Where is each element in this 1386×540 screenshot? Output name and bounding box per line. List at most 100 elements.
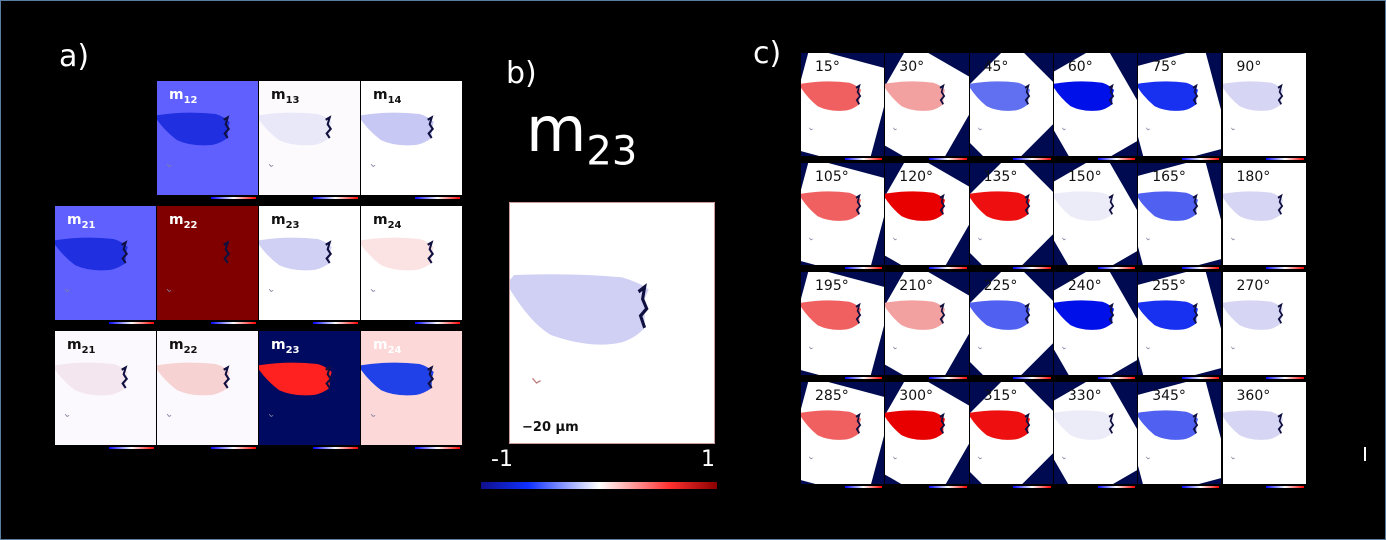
mini-colorbar bbox=[1222, 265, 1306, 271]
mini-colorbar bbox=[801, 374, 885, 381]
mini-colorbar bbox=[259, 320, 360, 326]
sample-blob bbox=[1053, 300, 1115, 350]
sample-blob bbox=[885, 190, 946, 240]
rotation-tile: 60° bbox=[1053, 53, 1138, 162]
rotation-tile: 120° bbox=[885, 162, 969, 271]
sample-blob bbox=[1138, 409, 1199, 459]
rotation-tile: 105° bbox=[801, 162, 885, 271]
mini-colorbar bbox=[1053, 155, 1138, 162]
angle-label: 180° bbox=[1236, 168, 1271, 185]
mini-colorbar bbox=[361, 320, 462, 326]
mini-colorbar bbox=[157, 445, 258, 451]
angle-label: 210° bbox=[899, 278, 934, 294]
mini-colorbar bbox=[1138, 484, 1222, 490]
angle-label: 360° bbox=[1236, 387, 1271, 404]
sample-blob bbox=[1222, 409, 1283, 459]
sample-blob bbox=[885, 300, 946, 350]
mini-colorbar bbox=[55, 445, 156, 451]
mini-colorbar bbox=[801, 265, 885, 271]
sample-blob bbox=[361, 237, 435, 293]
mini-colorbar bbox=[1138, 155, 1222, 162]
sample-blob bbox=[969, 409, 1030, 459]
tick-mark bbox=[1364, 447, 1366, 461]
mini-colorbar bbox=[885, 265, 969, 271]
rotation-tile: 225° bbox=[969, 272, 1053, 381]
colorbar-min-label: -1 bbox=[491, 447, 513, 472]
angle-label: 90° bbox=[1236, 59, 1262, 75]
tile-label: m24 bbox=[373, 212, 402, 231]
tile-label: m22 bbox=[169, 212, 198, 231]
sample-blob bbox=[969, 300, 1030, 350]
angle-label: 135° bbox=[983, 168, 1018, 185]
mini-colorbar bbox=[157, 195, 258, 201]
sample-blob bbox=[259, 362, 333, 418]
tile-label: m13 bbox=[271, 87, 300, 106]
mini-colorbar bbox=[259, 445, 360, 451]
mueller-tile-m24: m24 bbox=[361, 206, 462, 326]
rotation-tile: 75° bbox=[1138, 53, 1222, 162]
mini-colorbar bbox=[259, 195, 360, 201]
sample-blob bbox=[1053, 190, 1115, 240]
angle-label: 255° bbox=[1152, 278, 1186, 294]
rotation-tile: 90° bbox=[1222, 53, 1306, 162]
angle-label: 105° bbox=[815, 168, 849, 185]
tile-label: m22 bbox=[169, 337, 198, 356]
angle-label: 45° bbox=[983, 59, 1009, 75]
angle-label: 330° bbox=[1067, 387, 1102, 404]
angle-label: 75° bbox=[1152, 59, 1178, 75]
panel-b-title: m23 bbox=[526, 93, 637, 174]
angle-label: 300° bbox=[899, 387, 934, 404]
sample-blob bbox=[157, 237, 231, 293]
sample-blob bbox=[801, 190, 862, 240]
panel-label-a: a) bbox=[59, 39, 90, 74]
angle-label: 150° bbox=[1067, 168, 1102, 185]
mini-colorbar bbox=[1138, 374, 1222, 381]
mini-colorbar bbox=[885, 374, 969, 381]
mini-colorbar bbox=[1222, 155, 1306, 162]
rotation-tile: 45° bbox=[969, 53, 1053, 162]
sample-blob bbox=[1138, 190, 1199, 240]
rotation-tile: 315° bbox=[969, 381, 1053, 490]
angle-label: 165° bbox=[1152, 168, 1186, 185]
sample-blob bbox=[1222, 81, 1283, 131]
tile-label: m23 bbox=[271, 337, 300, 356]
sample-blob bbox=[801, 81, 862, 131]
sample-blob bbox=[885, 409, 946, 459]
mini-colorbar bbox=[1222, 374, 1306, 381]
tile-label: m21 bbox=[67, 337, 96, 356]
rotation-tile: 180° bbox=[1222, 162, 1306, 271]
mueller-tile-m14: m14 bbox=[361, 81, 462, 201]
tile-label: m23 bbox=[271, 212, 300, 231]
sample-blob bbox=[157, 112, 231, 168]
mueller-tile-m24: m24 bbox=[361, 331, 462, 451]
angle-label: 120° bbox=[899, 168, 934, 185]
rotation-tile: 15° bbox=[801, 53, 885, 162]
rotation-tile: 345° bbox=[1138, 381, 1222, 490]
sample-blob bbox=[55, 237, 129, 293]
sample-blob bbox=[801, 409, 862, 459]
mini-colorbar bbox=[801, 484, 885, 490]
sample-blob bbox=[1138, 81, 1199, 131]
mini-colorbar bbox=[885, 484, 969, 490]
tile-label: m12 bbox=[169, 87, 198, 106]
rotation-tile: 195° bbox=[801, 272, 885, 381]
sample-blob bbox=[1053, 409, 1115, 459]
rotation-tile: 360° bbox=[1222, 381, 1306, 490]
mueller-tile-m23: m23 bbox=[259, 331, 360, 451]
sample-blob bbox=[885, 81, 946, 131]
mini-colorbar bbox=[1138, 265, 1222, 271]
sample-blob bbox=[801, 300, 862, 350]
angle-label: 195° bbox=[815, 278, 849, 294]
rotation-tile: 330° bbox=[1053, 381, 1138, 490]
rotation-tile: 240° bbox=[1053, 272, 1138, 381]
mueller-tile-m21: m21 bbox=[55, 331, 156, 451]
rotation-tile: 210° bbox=[885, 272, 969, 381]
panel-label-c: c) bbox=[753, 36, 782, 71]
angle-label: 315° bbox=[983, 387, 1018, 404]
sample-blob bbox=[969, 81, 1030, 131]
sample-blob bbox=[55, 362, 129, 418]
mueller-tile-m22: m22 bbox=[157, 206, 258, 326]
panel-b-image: −20 μm bbox=[509, 202, 715, 444]
angle-label: 345° bbox=[1152, 387, 1186, 404]
